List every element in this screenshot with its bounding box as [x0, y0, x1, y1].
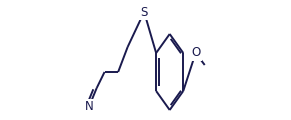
Text: O: O	[191, 46, 200, 60]
Text: S: S	[141, 6, 148, 18]
Text: N: N	[84, 101, 93, 114]
